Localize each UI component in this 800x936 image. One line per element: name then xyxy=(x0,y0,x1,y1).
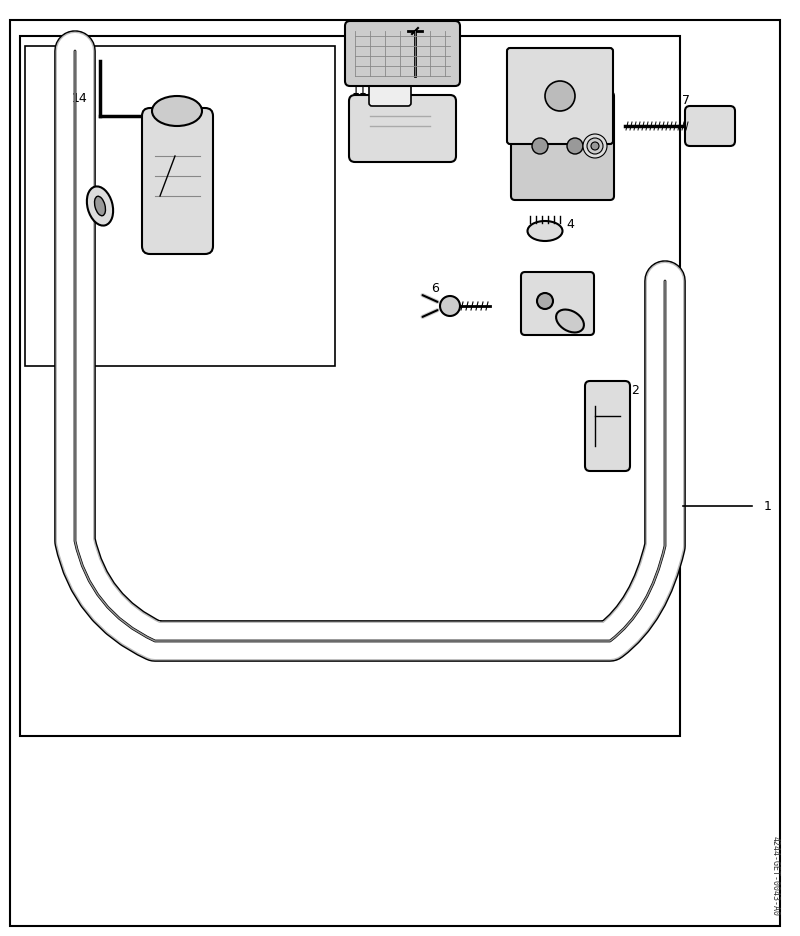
Circle shape xyxy=(591,142,599,150)
Circle shape xyxy=(440,296,460,316)
FancyBboxPatch shape xyxy=(685,106,735,146)
FancyBboxPatch shape xyxy=(142,108,213,254)
Circle shape xyxy=(532,138,548,154)
FancyArrowPatch shape xyxy=(422,310,438,317)
FancyArrowPatch shape xyxy=(422,310,438,317)
Text: 8: 8 xyxy=(578,144,586,157)
Text: 2: 2 xyxy=(631,385,639,398)
Text: 14: 14 xyxy=(72,92,88,105)
Circle shape xyxy=(567,138,583,154)
FancyArrowPatch shape xyxy=(422,295,438,302)
FancyBboxPatch shape xyxy=(521,272,594,335)
Bar xyxy=(25,46,335,366)
Text: 7: 7 xyxy=(682,95,690,108)
Text: 6: 6 xyxy=(431,282,439,295)
Text: 9: 9 xyxy=(554,75,562,87)
Text: 1: 1 xyxy=(764,500,772,513)
Ellipse shape xyxy=(556,310,584,332)
FancyBboxPatch shape xyxy=(585,381,630,471)
FancyArrowPatch shape xyxy=(422,295,438,302)
Text: 4: 4 xyxy=(566,217,574,230)
Text: 10: 10 xyxy=(362,138,378,151)
Text: 3: 3 xyxy=(181,139,189,153)
FancyBboxPatch shape xyxy=(507,48,613,144)
Circle shape xyxy=(587,138,603,154)
Text: 5: 5 xyxy=(586,312,594,325)
Circle shape xyxy=(545,81,575,111)
Text: 12: 12 xyxy=(360,50,376,63)
FancyBboxPatch shape xyxy=(511,92,614,200)
FancyBboxPatch shape xyxy=(349,95,456,162)
Bar xyxy=(20,36,680,736)
Ellipse shape xyxy=(152,96,202,126)
Ellipse shape xyxy=(87,186,113,226)
Circle shape xyxy=(537,293,553,309)
Ellipse shape xyxy=(527,221,562,241)
Circle shape xyxy=(583,134,607,158)
Text: 13: 13 xyxy=(392,18,408,31)
FancyBboxPatch shape xyxy=(369,76,411,106)
Text: 4244-GET-0043-A0: 4244-GET-0043-A0 xyxy=(770,836,779,916)
Ellipse shape xyxy=(94,197,106,215)
FancyBboxPatch shape xyxy=(345,21,460,86)
Text: 11: 11 xyxy=(352,84,368,97)
